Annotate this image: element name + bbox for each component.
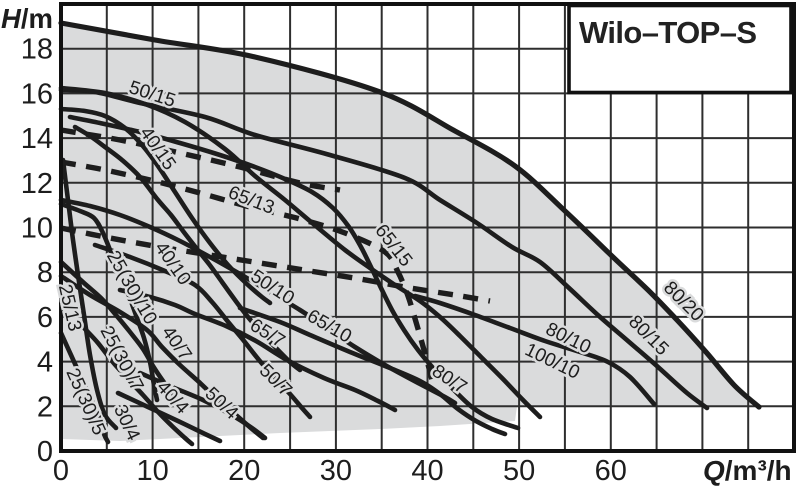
svg-text:16: 16 xyxy=(21,78,53,110)
svg-text:50: 50 xyxy=(503,455,535,487)
svg-text:2: 2 xyxy=(37,391,53,423)
svg-text:20: 20 xyxy=(228,455,260,487)
svg-text:0: 0 xyxy=(37,436,53,468)
svg-text:30: 30 xyxy=(320,455,352,487)
svg-text:8: 8 xyxy=(37,257,53,289)
svg-text:10: 10 xyxy=(21,213,53,245)
svg-text:4: 4 xyxy=(37,347,53,379)
svg-text:60: 60 xyxy=(595,455,627,487)
svg-text:0: 0 xyxy=(53,455,69,487)
svg-text:Wilo–TOP–S: Wilo–TOP–S xyxy=(579,15,756,50)
svg-text:6: 6 xyxy=(37,302,53,334)
svg-text:40: 40 xyxy=(411,455,443,487)
svg-text:14: 14 xyxy=(21,123,53,155)
svg-text:18: 18 xyxy=(21,34,53,66)
svg-text:12: 12 xyxy=(21,168,53,200)
svg-text:Q/m³/h: Q/m³/h xyxy=(703,455,792,486)
svg-text:H/m: H/m xyxy=(1,3,53,34)
svg-text:10: 10 xyxy=(136,455,168,487)
